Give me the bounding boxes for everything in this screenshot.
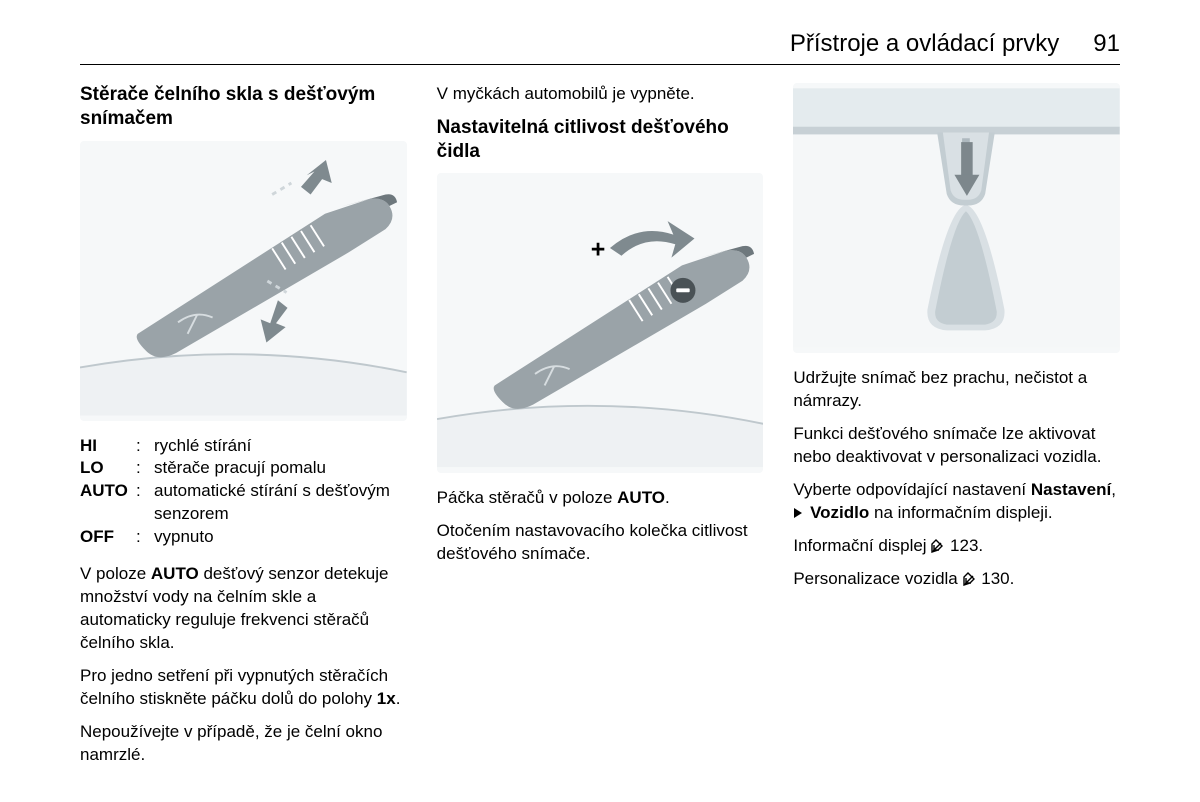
text-bold: AUTO (151, 564, 199, 583)
col1-figure-wiper-stalk-rain (80, 141, 407, 421)
col1-definitions: HI : rychlé stírání LO : stěrače pracují… (80, 435, 407, 550)
text-bold: Nastavení (1031, 480, 1111, 499)
def-row: OFF : vypnuto (80, 526, 407, 549)
page-ref: 123 (950, 536, 978, 555)
def-val: rychlé stírání (154, 435, 407, 458)
col2-p2: Otočením nastavovacího kolečka citlivost… (437, 520, 764, 566)
def-row: AUTO : automatické stírání s dešťovým se… (80, 480, 407, 526)
text: Informační displej (793, 536, 931, 555)
text: na informačním displeji. (869, 503, 1052, 522)
text: Pro jedno setření při vypnutých stěračíc… (80, 666, 388, 708)
col2-heading: Nastavitelná citlivost dešťového čidla (437, 116, 764, 164)
page-number: 91 (1093, 30, 1120, 58)
col2-figure-wiper-stalk-sensitivity: + (437, 173, 764, 473)
text: . (1010, 569, 1015, 588)
def-row: HI : rychlé stírání (80, 435, 407, 458)
col2-top: V myčkách automobilů je vypněte. (437, 83, 764, 106)
text: Páčka stěračů v poloze (437, 488, 617, 507)
text-bold: 1x (377, 689, 396, 708)
col3-figure-rain-sensor-location (793, 83, 1120, 353)
col3-p5: Personalizace vozidla 130. (793, 568, 1120, 591)
def-sep: : (136, 435, 154, 458)
def-sep: : (136, 480, 154, 526)
page-ref: 130 (981, 569, 1009, 588)
page-header: Přístroje a ovládací prvky 91 (80, 30, 1120, 65)
text: . (665, 488, 670, 507)
header-title: Přístroje a ovládací prvky (790, 30, 1059, 58)
text: . (978, 536, 983, 555)
col3-p4: Informační displej 123. (793, 535, 1120, 558)
col2-p1: Páčka stěračů v poloze AUTO. (437, 487, 764, 510)
def-val: vypnuto (154, 526, 407, 549)
def-key: HI (80, 435, 136, 458)
def-val: automatické stírání s dešťovým senzorem (154, 480, 407, 526)
text: . (396, 689, 401, 708)
text: Vyberte odpovídající nastavení (793, 480, 1031, 499)
def-sep: : (136, 526, 154, 549)
col1-heading: Stěrače čelního skla s dešťovým snímačem (80, 83, 407, 131)
col3-p3: Vyberte odpovídající nastavení Nastavení… (793, 479, 1120, 525)
text: Personalizace vozidla (793, 569, 962, 588)
def-key: AUTO (80, 480, 136, 526)
text: V poloze (80, 564, 151, 583)
def-sep: : (136, 457, 154, 480)
col3-p1: Udržujte snímač bez prachu, nečistot a n… (793, 367, 1120, 413)
content-columns: Stěrače čelního skla s dešťovým snímačem (80, 83, 1120, 777)
col1-p1: V poloze AUTO dešťový senzor detekuje mn… (80, 563, 407, 655)
column-2: V myčkách automobilů je vypněte. Nastavi… (437, 83, 764, 777)
text-bold: Vozidlo (810, 503, 869, 522)
def-key: OFF (80, 526, 136, 549)
page-ref-icon (963, 572, 977, 586)
nav-arrow-icon (793, 506, 805, 520)
def-row: LO : stěrače pracují pomalu (80, 457, 407, 480)
column-1: Stěrače čelního skla s dešťovým snímačem (80, 83, 407, 777)
col1-p3: Nepoužívejte v případě, že je čelní okno… (80, 721, 407, 767)
column-3: Udržujte snímač bez prachu, nečistot a n… (793, 83, 1120, 777)
def-val: stěrače pracují pomalu (154, 457, 407, 480)
svg-text:+: + (590, 236, 605, 264)
col1-p2: Pro jedno setření při vypnutých stěračíc… (80, 665, 407, 711)
def-key: LO (80, 457, 136, 480)
text: , (1111, 480, 1116, 499)
col3-p2: Funkci dešťového snímače lze aktivovat n… (793, 423, 1120, 469)
page-ref-icon (931, 539, 945, 553)
text-bold: AUTO (617, 488, 665, 507)
